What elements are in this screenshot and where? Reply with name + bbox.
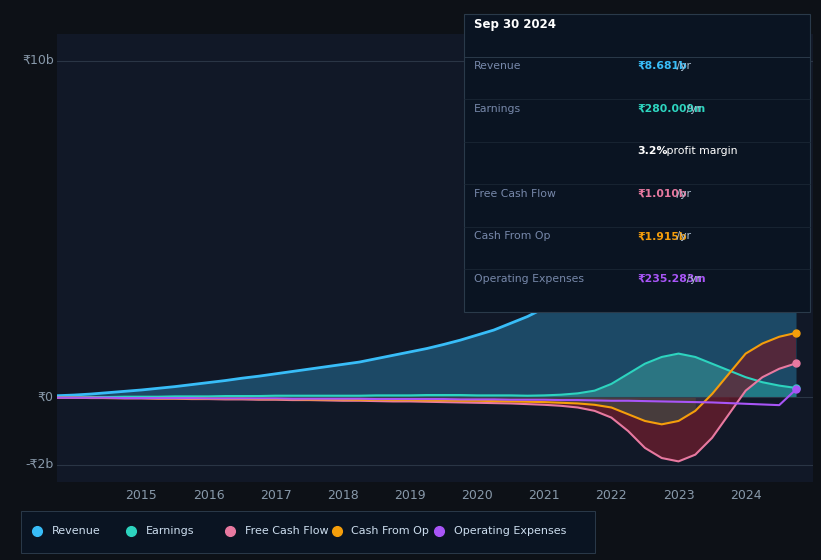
Text: Operating Expenses: Operating Expenses [454, 526, 566, 536]
Text: ₹0: ₹0 [38, 391, 53, 404]
Text: profit margin: profit margin [663, 146, 738, 156]
Text: ₹235.283m: ₹235.283m [637, 274, 706, 284]
Text: /yr: /yr [672, 61, 690, 71]
Text: Free Cash Flow: Free Cash Flow [474, 189, 556, 199]
Text: Sep 30 2024: Sep 30 2024 [474, 18, 556, 31]
Text: Cash From Op: Cash From Op [351, 526, 429, 536]
Text: Earnings: Earnings [474, 104, 521, 114]
Text: ₹1.010b: ₹1.010b [637, 189, 686, 199]
Text: Revenue: Revenue [52, 526, 100, 536]
Text: ₹1.915b: ₹1.915b [637, 231, 686, 241]
Text: Earnings: Earnings [146, 526, 195, 536]
Text: Free Cash Flow: Free Cash Flow [245, 526, 328, 536]
Text: /yr: /yr [672, 231, 690, 241]
Text: 3.2%: 3.2% [637, 146, 667, 156]
Text: ₹280.009m: ₹280.009m [637, 104, 705, 114]
Text: ₹8.681b: ₹8.681b [637, 61, 687, 71]
Text: -₹2b: -₹2b [25, 458, 53, 472]
Text: Revenue: Revenue [474, 61, 521, 71]
Text: Operating Expenses: Operating Expenses [474, 274, 584, 284]
Text: /yr: /yr [683, 104, 701, 114]
Text: ₹10b: ₹10b [22, 54, 53, 67]
Text: Cash From Op: Cash From Op [474, 231, 550, 241]
Text: /yr: /yr [672, 189, 690, 199]
Text: /yr: /yr [683, 274, 701, 284]
